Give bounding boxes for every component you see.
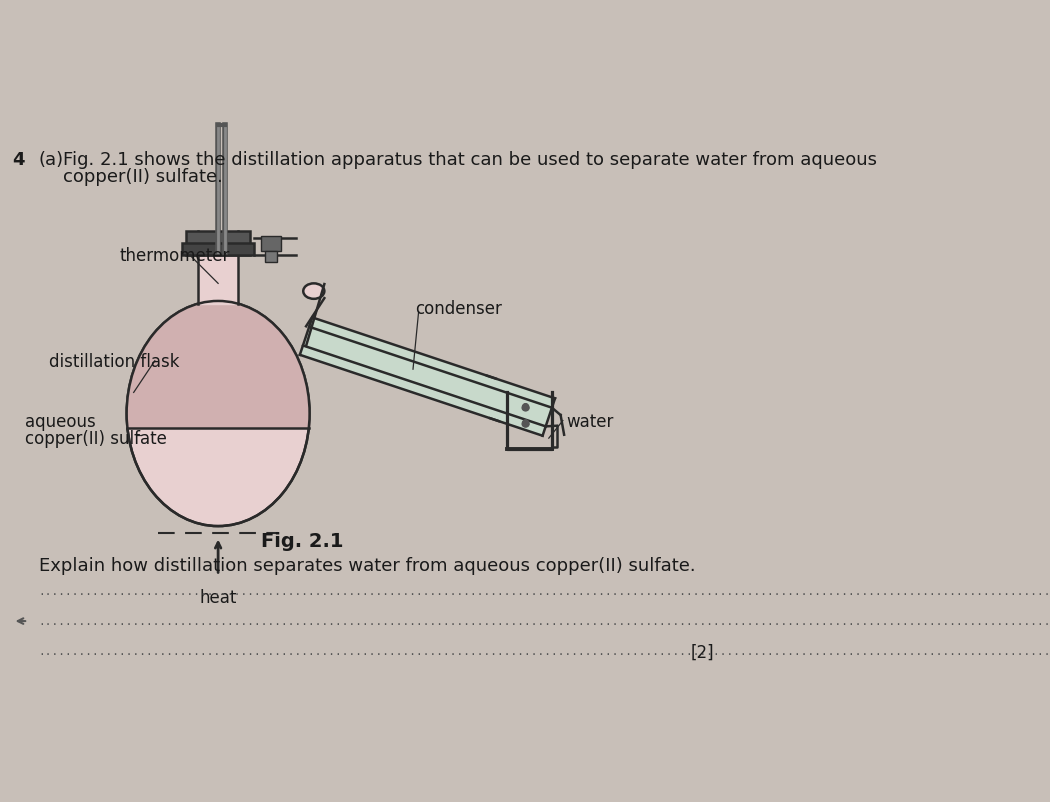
Text: Fig. 2.1 shows the distillation apparatus that can be used to separate water fro: Fig. 2.1 shows the distillation apparatu… [63,151,878,168]
Text: ................................................................................: ........................................… [39,616,1050,626]
Text: condenser: condenser [415,300,502,318]
Polygon shape [300,318,555,436]
FancyBboxPatch shape [265,252,277,262]
Text: [2]: [2] [691,642,714,661]
Polygon shape [522,420,529,427]
Text: distillation flask: distillation flask [49,352,180,371]
Text: copper(II) sulfate: copper(II) sulfate [24,430,167,448]
Ellipse shape [303,284,324,299]
Text: heat: heat [200,589,237,606]
Text: 4: 4 [13,151,25,168]
Text: (a): (a) [39,151,64,168]
Text: ................................................................................: ........................................… [39,586,1050,596]
Text: ................................................................................: ........................................… [39,646,1050,657]
Text: thermometer: thermometer [120,247,230,265]
Text: Fig. 2.1: Fig. 2.1 [261,531,343,550]
Text: Explain how distillation separates water from aqueous copper(II) sulfate.: Explain how distillation separates water… [39,556,695,574]
Text: water: water [566,412,614,430]
Polygon shape [522,404,529,411]
FancyBboxPatch shape [186,231,251,256]
FancyBboxPatch shape [183,243,254,255]
Text: copper(II) sulfate.: copper(II) sulfate. [63,168,224,185]
Text: aqueous: aqueous [24,412,96,430]
FancyBboxPatch shape [261,237,280,252]
Polygon shape [127,302,310,428]
Ellipse shape [127,302,310,526]
